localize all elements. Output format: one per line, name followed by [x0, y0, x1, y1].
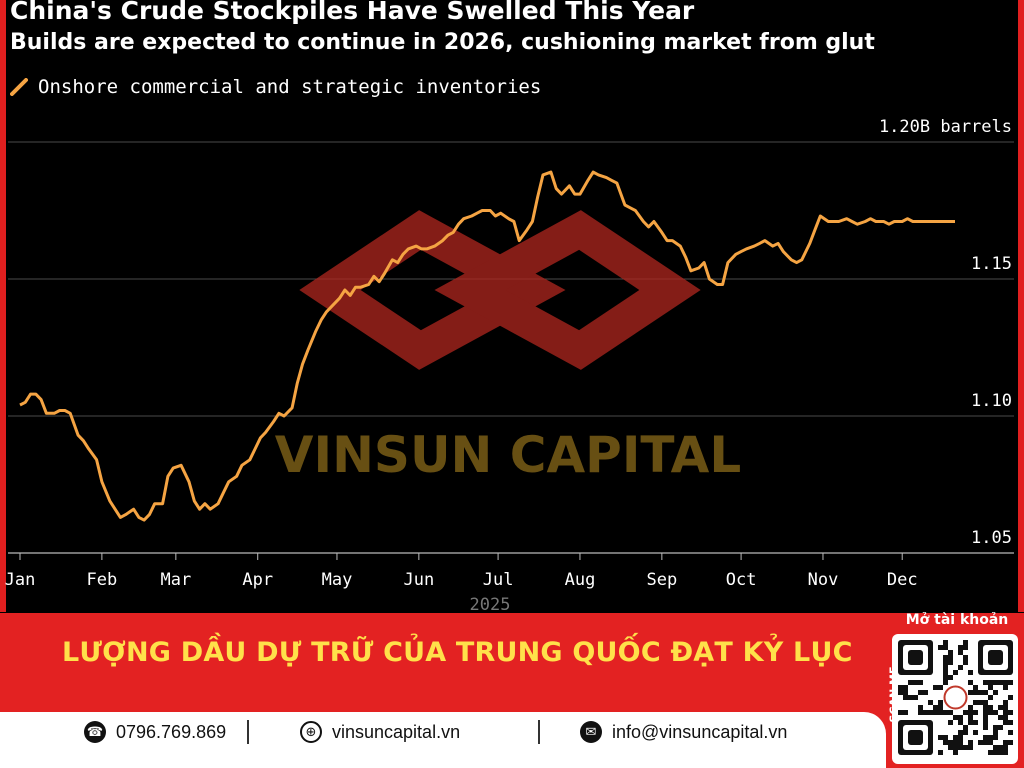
legend: Onshore commercial and strategic invento…	[10, 76, 541, 98]
y-axis: 1.20B barrels 1.15 1.10 1.05	[879, 117, 1012, 548]
website-text: vinsuncapital.vn	[332, 721, 461, 742]
x-tick-label: May	[322, 570, 353, 590]
x-tick-label: Jun	[403, 570, 434, 590]
mail-icon: ✉	[580, 721, 602, 743]
x-tick-label: Aug	[565, 570, 596, 590]
x-tick-label: Oct	[726, 570, 757, 590]
x-tick-label: Jul	[483, 570, 514, 590]
legend-swatch-icon	[10, 78, 28, 96]
y-tick-label: 1.05	[971, 528, 1012, 548]
contact-email[interactable]: ✉ info@vinsuncapital.vn	[580, 721, 787, 743]
qr-title: Mở tài khoản	[905, 612, 1009, 628]
x-tick-label: Apr	[242, 570, 273, 590]
chart-area: VINSUN CAPITAL Jan Feb Mar Apr May Jun Jul Aug S…	[5, 117, 1014, 612]
globe-icon: ⊕	[300, 721, 322, 743]
watermark-text: VINSUN CAPITAL	[275, 426, 741, 484]
y-tick-label: 1.10	[971, 391, 1012, 411]
contact-website[interactable]: ⊕ vinsuncapital.vn	[300, 721, 460, 743]
phone-icon: ☎	[84, 721, 106, 743]
qr-code[interactable]	[892, 634, 1018, 764]
contact-phone[interactable]: ☎ 0796.769.869	[84, 721, 226, 743]
x-tick-label: Nov	[808, 570, 839, 590]
email-text: info@vinsuncapital.vn	[612, 721, 788, 742]
y-tick-label: 1.15	[971, 254, 1012, 274]
banner-headline: LƯỢNG DẦU DỰ TRỮ CỦA TRUNG QUỐC ĐẠT KỶ L…	[62, 637, 853, 668]
x-tick-label: Sep	[646, 570, 677, 590]
x-axis: Jan Feb Mar Apr May Jun Jul Aug Sep Oct Nov Dec	[5, 553, 918, 590]
separator	[538, 720, 540, 744]
series-line	[19, 170, 955, 522]
gridlines	[8, 141, 1014, 554]
phone-text: 0796.769.869	[116, 721, 227, 742]
separator	[247, 720, 249, 744]
frame-right	[1018, 0, 1024, 612]
watermark-logo-icon	[299, 210, 701, 370]
x-tick-label: Feb	[87, 570, 118, 590]
watermark: VINSUN CAPITAL	[275, 210, 741, 484]
legend-label: Onshore commercial and strategic invento…	[38, 76, 542, 98]
y-tick-label: 1.20B barrels	[879, 117, 1012, 137]
chart-subtitle: Builds are expected to continue in 2026,…	[10, 30, 875, 55]
x-tick-label: Dec	[887, 570, 918, 590]
qr-code-icon	[898, 640, 1013, 755]
contact-bar	[0, 712, 886, 768]
frame-left	[0, 0, 6, 612]
x-year-label: 2025	[470, 595, 511, 612]
x-tick-label: Jan	[5, 570, 36, 590]
chart-title: China's Crude Stockpiles Have Swelled Th…	[10, 0, 695, 25]
x-tick-label: Mar	[160, 570, 191, 590]
